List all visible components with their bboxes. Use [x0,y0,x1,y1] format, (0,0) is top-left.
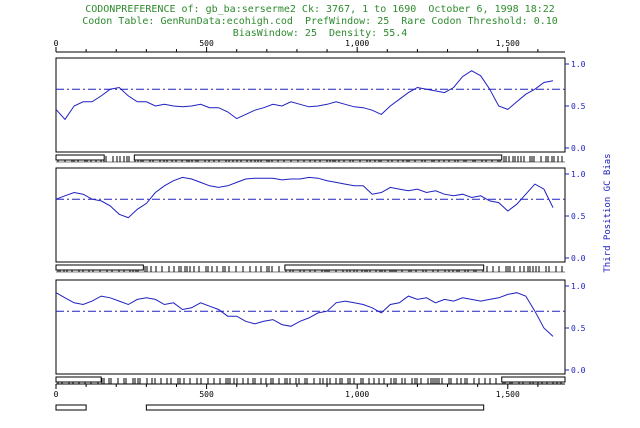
frame-2-y-tick-label: 0.5 [571,212,586,221]
top-axis-tick-label: 1,500 [496,39,520,48]
bottom-axis-tick-label: 1,000 [345,390,369,399]
header-line-1: CODONPREFERENCE of: gb_ba:serserme2 Ck: … [85,4,555,15]
frame-1-gc-trace [55,70,554,121]
frame-3-y-tick-label: 0.0 [571,366,586,375]
frame-3-y-tick-label: 0.5 [571,324,586,333]
top-axis-tick-label: 1,000 [345,39,369,48]
frame-1-y-tick-label: 0.5 [571,102,586,111]
frame-2-y-tick-label: 1.0 [571,170,586,179]
orf-bar [284,264,485,271]
frame-2-y-tick-label: 0.0 [571,254,586,263]
y-axis-title-text: Third Position GC Bias [603,153,613,272]
bottom-axis-tick-label: 1,500 [496,390,520,399]
orf-bar [145,404,485,411]
orf-bar [55,404,87,411]
header-line-2: Codon Table: GenRunData:ecohigh.cod Pref… [82,16,558,27]
orf-bar [501,376,566,383]
frame-2-gc-trace [55,176,554,219]
header-line-3: BiasWindow: 25 Density: 55.4 [232,28,408,39]
bottom-axis-tick-label: 0 [54,390,59,399]
frame-2-border [55,167,566,263]
orf-bar [133,154,503,161]
frame-3-gc-trace [55,292,554,337]
frame-1-y-tick-label: 0.0 [571,144,586,153]
orf-bar [55,154,105,161]
y-axis-title: Third Position GC Bias [603,153,613,272]
bottom-axis-tick-label: 500 [199,390,214,399]
top-axis-tick-label: 500 [199,39,214,48]
orf-bar [55,264,144,271]
orf-bar [55,376,102,383]
frame-1-y-tick-label: 1.0 [571,60,586,69]
frame-3-y-tick-label: 1.0 [571,282,586,291]
frame-3-border [55,279,566,375]
frame-1-border [55,57,566,153]
top-axis-tick-label: 0 [54,39,59,48]
